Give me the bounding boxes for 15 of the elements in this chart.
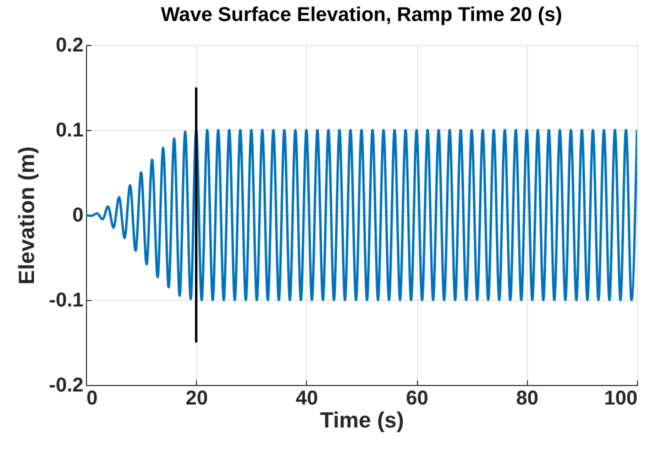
x-tick-label: 60 — [406, 388, 428, 410]
x-tick-label: 20 — [186, 388, 208, 410]
x-axis-title: Time (s) — [320, 408, 404, 432]
y-tick-label: -0.1 — [49, 290, 84, 312]
y-axis-title: Elevation (m) — [14, 146, 40, 285]
y-tick-label: 0.2 — [56, 34, 84, 56]
line-series — [86, 128, 637, 302]
y-tick-label: 0.1 — [56, 120, 84, 142]
x-tick-label: 40 — [296, 388, 318, 410]
x-tick-label: 100 — [604, 388, 638, 410]
y-tick-label: 0 — [72, 204, 84, 226]
chart-title: Wave Surface Elevation, Ramp Time 20 (s) — [160, 4, 562, 26]
y-tick-label: -0.2 — [49, 374, 84, 396]
x-tick-label: 0 — [86, 388, 98, 410]
x-tick-label: 80 — [516, 388, 538, 410]
